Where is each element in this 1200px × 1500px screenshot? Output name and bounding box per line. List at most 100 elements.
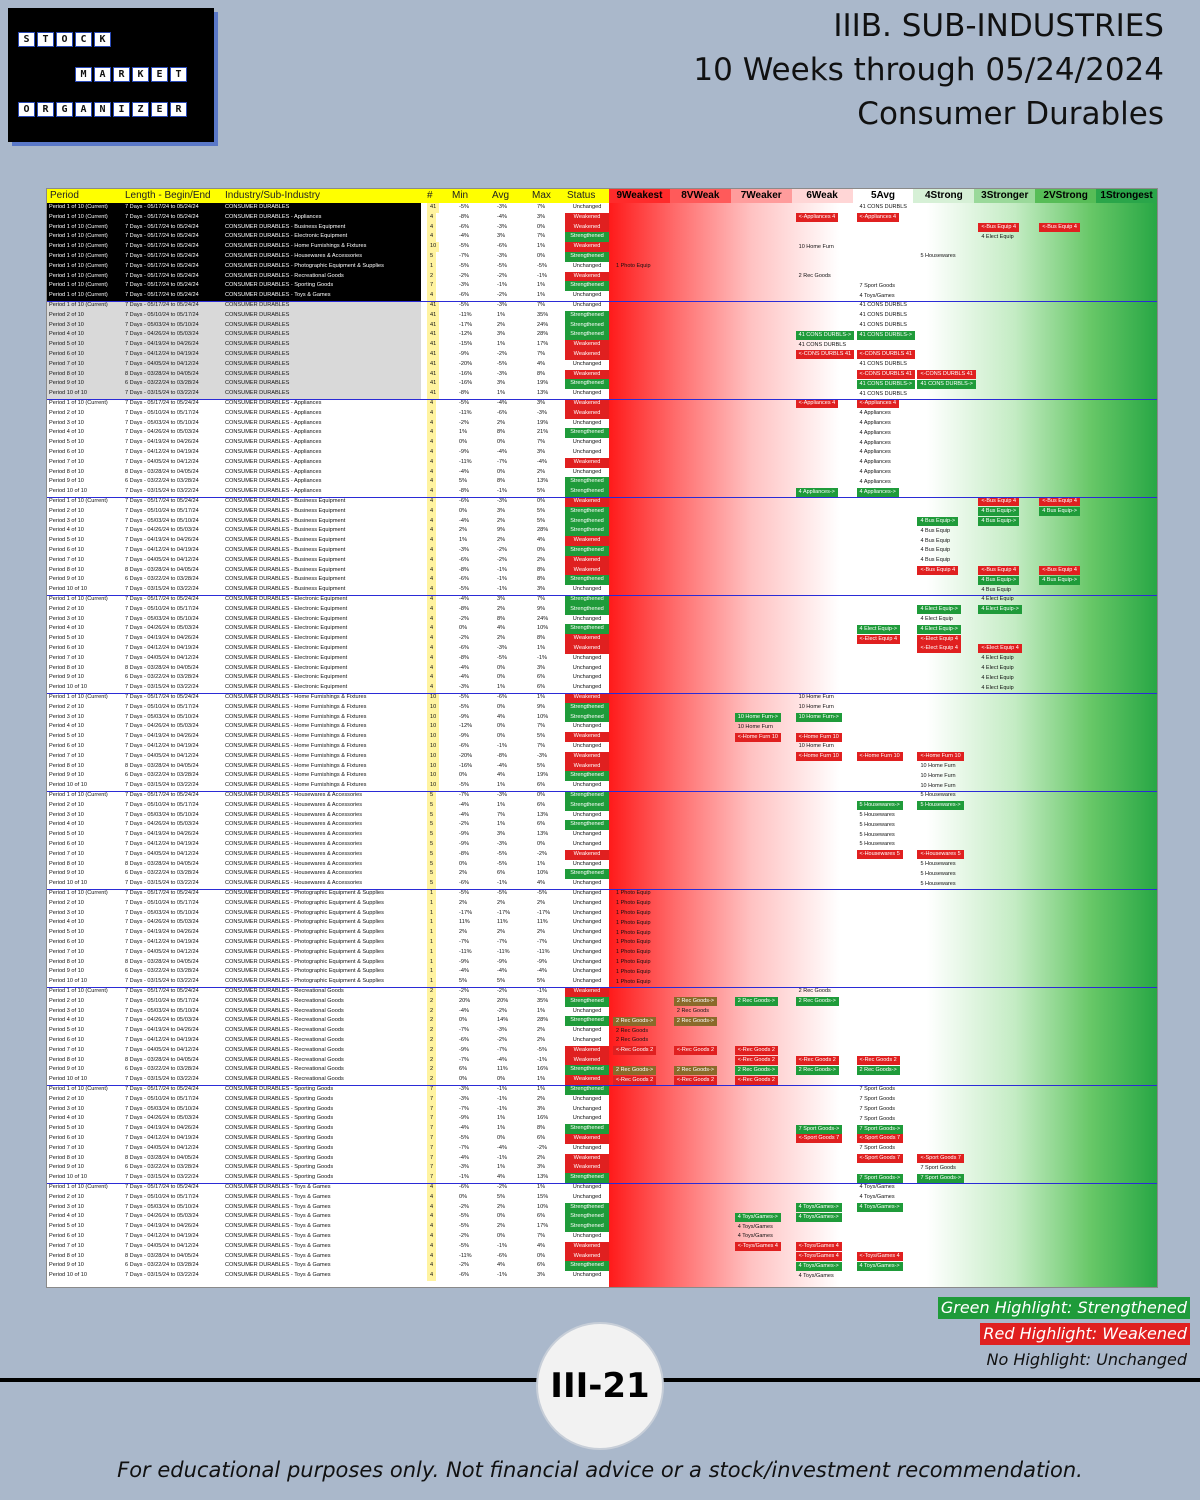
cell-avg: -2%	[497, 556, 507, 563]
col-length: Length - Begin/End	[125, 190, 211, 201]
cell-status: Unchanged	[572, 978, 602, 985]
cell-period: Period 6 of 10	[49, 1135, 84, 1141]
cell-period: Period 5 of 10	[49, 439, 84, 446]
cell-avg: 3%	[497, 331, 506, 338]
cell-length: 7 Days - 04/05/24 to 04/12/24	[125, 752, 199, 759]
cell-max: -2%	[537, 850, 547, 857]
cell-period: Period 10 of 10	[49, 1174, 87, 1181]
cell-length: 7 Days - 04/19/24 to 04/26/24	[125, 635, 199, 642]
zone-marker: <-CONS DURBLS 41	[795, 350, 855, 360]
cell-status: Weakened	[565, 536, 609, 546]
cell-length: 7 Days - 05/10/24 to 05/17/24	[125, 703, 199, 710]
zone-marker: 4 Bus Equip	[920, 527, 951, 534]
zone-marker: <-Sport Goods 7	[856, 1154, 904, 1163]
cell-max: -17%	[537, 909, 551, 916]
zone-marker: 4 Elect Equip	[981, 233, 1014, 240]
cell-min: -6%	[459, 576, 469, 583]
zone-marker: 1 Photo Equip	[616, 939, 651, 946]
table-row: Period 9 of 10 6 Days - 03/22/24 to 03/28…	[47, 379, 609, 390]
cell-max: 2%	[537, 468, 546, 475]
zone-marker: <-Toys/Games 4	[856, 1252, 903, 1261]
zone-marker: <-Housewares 5	[917, 850, 964, 860]
zone-marker: 5 Housewares->	[917, 801, 964, 811]
cell-min: -4%	[459, 968, 469, 975]
table-row: Period 3 of 10 7 Days - 05/03/24 to 05/10…	[47, 908, 609, 919]
cell-min: -9%	[459, 841, 469, 847]
cell-avg: 8%	[497, 478, 506, 485]
cell-length: 8 Days - 03/28/24 to 04/05/24	[125, 370, 199, 377]
cell-status: Weakened	[565, 408, 609, 419]
cell-industry: CONSUMER DURABLES - Electronic Equipment	[225, 615, 348, 622]
cell-status: Weakened	[565, 340, 609, 350]
cell-industry: CONSUMER DURABLES	[225, 390, 290, 397]
zone-marker: 7 Sport Goods	[859, 1106, 896, 1112]
cell-max: 19%	[537, 772, 549, 779]
cell-period: Period 7 of 10	[49, 458, 84, 465]
zone-marker: 4 Bus Equip	[920, 547, 951, 554]
cell-industry: CONSUMER DURABLES - Photographic Equipme…	[225, 262, 384, 269]
cell-length: 7 Days - 05/17/24 to 05/24/24	[125, 204, 199, 210]
cell-count: 41	[427, 301, 440, 311]
cell-count: 5	[427, 830, 437, 840]
cell-avg: -1%	[497, 743, 507, 749]
cell-avg: -3%	[497, 645, 507, 651]
cell-status: Unchanged	[572, 1105, 602, 1112]
logo-letter: O	[56, 32, 73, 47]
cell-status: Unchanged	[572, 811, 602, 818]
cell-period: Period 7 of 10	[49, 1046, 84, 1053]
zone-marker: 10 Home Furn	[798, 694, 834, 701]
cell-min: -8%	[459, 654, 469, 661]
zone-marker: <-Rec Goods 2	[734, 1056, 778, 1065]
cell-count: 5	[427, 859, 437, 870]
cell-avg: -5%	[497, 860, 507, 867]
cell-max: 10%	[537, 1203, 549, 1210]
cell-status: Weakened	[565, 212, 609, 223]
zone-marker: 4 Bus Equip->	[978, 517, 1020, 526]
cell-period: Period 9 of 10	[49, 1262, 84, 1269]
zone-marker: 4 Appliances	[859, 459, 891, 466]
zone-marker: 10 Home Furn	[920, 772, 956, 779]
zone-marker: <-Rec Goods 2	[734, 1046, 778, 1056]
cell-industry: CONSUMER DURABLES - Toys & Games	[225, 1184, 331, 1190]
cell-max: 7%	[537, 1233, 546, 1239]
cell-industry: CONSUMER DURABLES - Electronic Equipment	[225, 674, 348, 681]
cell-period: Period 5 of 10	[49, 929, 84, 936]
cell-status: Unchanged	[572, 1233, 602, 1239]
table-row: Period 5 of 10 7 Days - 04/19/24 to 04/26…	[47, 1026, 609, 1036]
cell-avg: -11%	[497, 948, 510, 955]
cell-status: Unchanged	[572, 664, 602, 671]
table-row: Period 4 of 10 7 Days - 04/26/24 to 05/03…	[47, 1212, 609, 1223]
table-row: Period 1 of 10 (Current) 7 Days - 05/17/2…	[47, 791, 609, 801]
cell-length: 7 Days - 03/15/24 to 03/22/24	[125, 782, 199, 789]
cell-count: 1	[427, 889, 437, 899]
cell-min: -20%	[459, 752, 473, 759]
cell-count: 7	[427, 1173, 437, 1183]
cell-status: Unchanged	[572, 1193, 602, 1200]
cell-length: 7 Days - 05/10/24 to 05/17/24	[125, 311, 199, 318]
table-row: Period 6 of 10 7 Days - 04/12/24 to 04/19…	[47, 938, 609, 948]
cell-period: Period 2 of 10	[49, 311, 84, 318]
section-divider	[47, 889, 1157, 890]
cell-length: 7 Days - 05/17/24 to 05/24/24	[125, 1086, 199, 1092]
cell-length: 7 Days - 05/03/24 to 05/10/24	[125, 909, 199, 916]
cell-count: 7	[427, 1085, 437, 1095]
cell-length: 6 Days - 03/22/24 to 03/28/24	[125, 478, 199, 485]
cell-min: -6%	[459, 556, 469, 563]
cell-industry: CONSUMER DURABLES - Appliances	[225, 409, 322, 416]
zone-header-2: 2VStrong	[1035, 189, 1097, 203]
zone-marker: 2 Rec Goods->	[734, 997, 778, 1007]
cell-industry: CONSUMER DURABLES	[225, 331, 290, 338]
cell-min: -6%	[459, 223, 469, 230]
cell-period: Period 10 of 10	[49, 1272, 87, 1279]
cell-max: 8%	[537, 576, 546, 583]
cell-length: 7 Days - 04/26/24 to 05/03/24	[125, 331, 199, 338]
cell-max: -1%	[537, 654, 547, 661]
cell-length: 8 Days - 03/28/24 to 04/05/24	[125, 566, 199, 573]
cell-avg: 4%	[497, 625, 506, 632]
cell-min: -11%	[459, 948, 472, 955]
table-row: Period 5 of 10 7 Days - 04/19/24 to 04/26…	[47, 1222, 609, 1232]
cell-industry: CONSUMER DURABLES - Business Equipment	[225, 576, 346, 583]
table-row: Period 1 of 10 (Current) 7 Days - 05/17/2…	[47, 271, 609, 282]
cell-count: 7	[427, 1134, 437, 1144]
cell-industry: CONSUMER DURABLES - Housewares & Accesso…	[225, 831, 363, 838]
